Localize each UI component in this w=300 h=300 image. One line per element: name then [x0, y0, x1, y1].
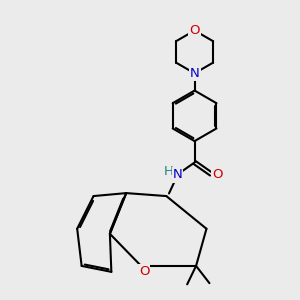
Text: O: O — [189, 24, 200, 37]
Text: O: O — [212, 168, 222, 181]
Text: N: N — [172, 169, 182, 182]
Text: O: O — [139, 266, 149, 278]
Text: H: H — [164, 165, 174, 178]
Text: N: N — [190, 67, 200, 80]
